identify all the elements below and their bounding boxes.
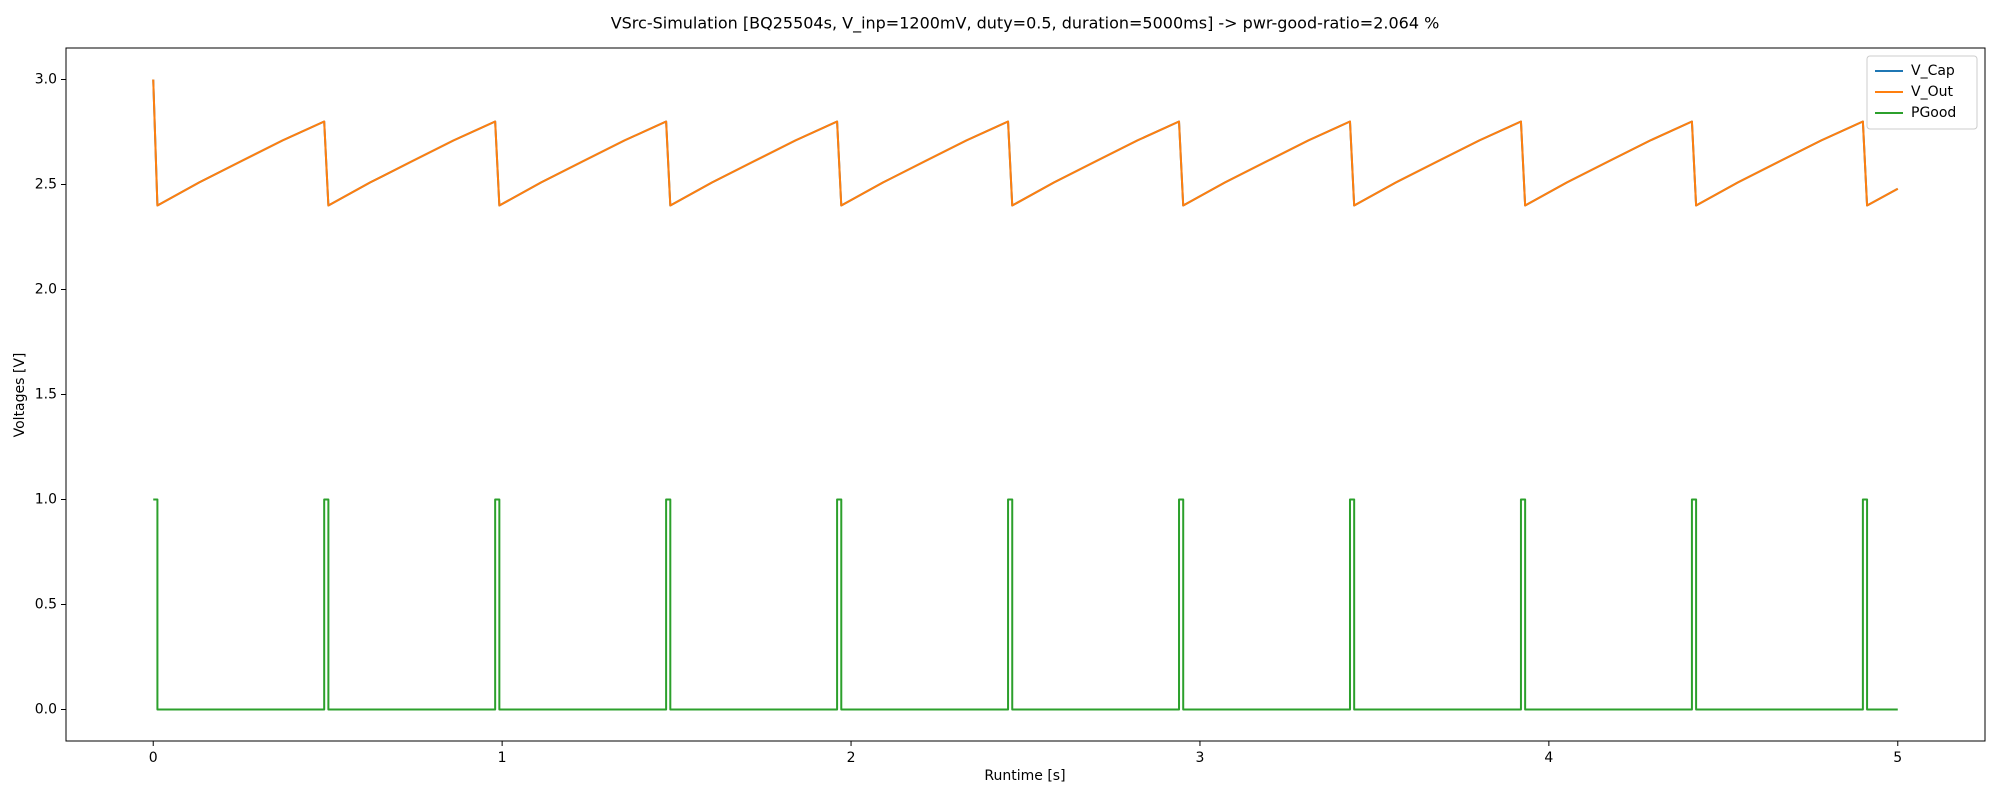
series-line [152,79,1899,207]
y-tick-label: 0.0 [35,702,57,718]
x-tick-label: 2 [847,750,856,766]
legend-label: V_Cap [1911,63,1955,79]
series-line [153,498,1898,711]
y-tick-label: 2.0 [35,282,57,298]
y-tick-label: 2.5 [35,177,57,193]
x-tick-label: 4 [1544,750,1553,766]
x-tick-label: 5 [1893,750,1902,766]
x-axis-label: Runtime [s] [984,768,1065,784]
legend-box [1866,55,1978,130]
y-tick-label: 1.5 [35,387,57,403]
y-tick-label: 0.5 [35,597,57,613]
y-tick-label: 1.0 [35,492,57,508]
chart-title: VSrc-Simulation [BQ25504s, V_inp=1200mV,… [611,14,1440,34]
y-tick-label: 3.0 [35,72,57,88]
x-tick-label: 1 [498,750,507,766]
legend-label: V_Out [1911,84,1953,100]
legend-label: PGood [1911,105,1956,121]
x-tick-label: 0 [149,750,158,766]
y-axis-label: Voltages [V] [12,353,28,438]
axes-frame [65,47,1986,742]
series-line [152,79,1899,207]
x-tick-label: 3 [1195,750,1204,766]
